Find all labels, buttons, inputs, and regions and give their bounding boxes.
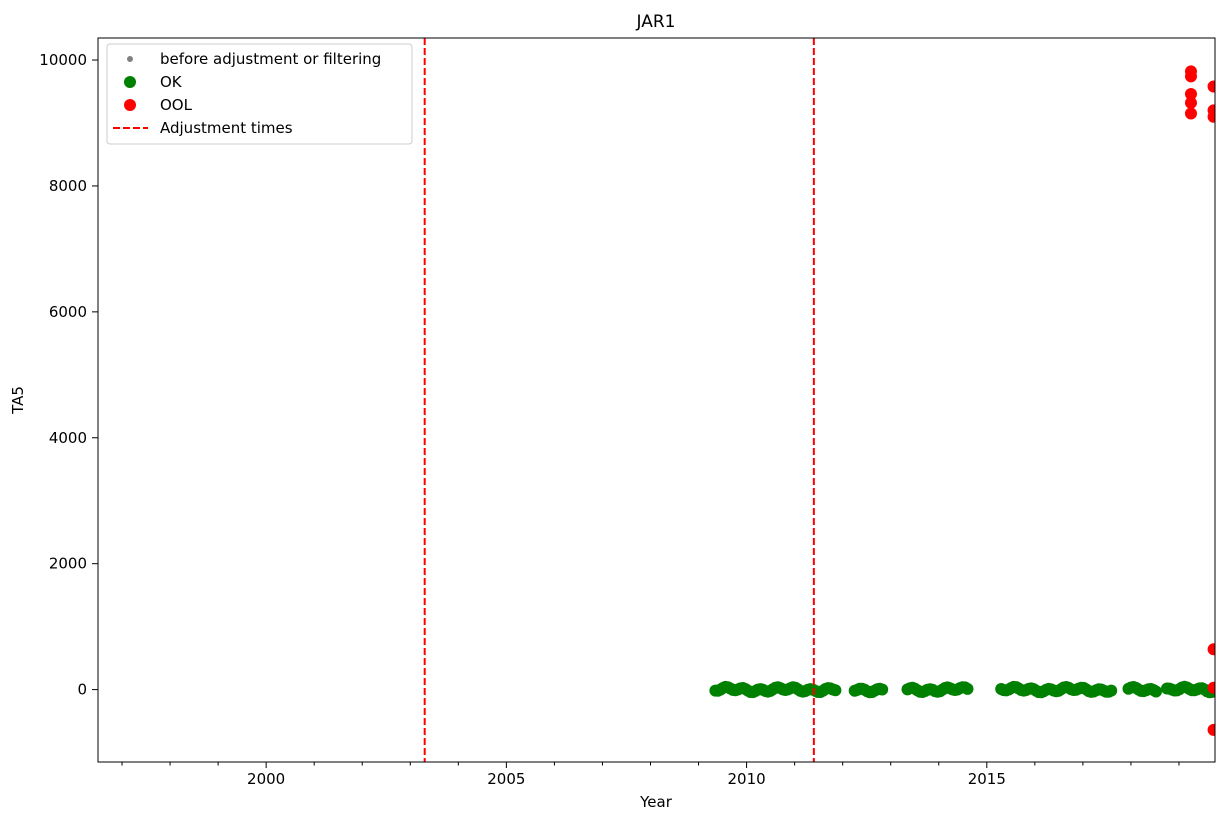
ool-point [1184, 70, 1197, 83]
y-tick-label: 4000 [49, 429, 87, 447]
legend-label: Adjustment times [160, 119, 293, 137]
legend-marker-before [127, 56, 133, 62]
axes: 2000 2005 2010 2015 0 2000 4000 6000 8000 10000 [39, 37, 1216, 788]
ok-point [1150, 685, 1162, 698]
ok-point [1105, 684, 1118, 697]
y-axis-label: TA5 [9, 386, 27, 415]
ool-point [1207, 723, 1215, 736]
plot-area [423, 38, 1215, 762]
legend-marker-ool [124, 99, 136, 111]
y-tick-label: 6000 [49, 303, 87, 321]
y-tick-label: 10000 [39, 51, 87, 69]
legend-box [106, 43, 413, 145]
x-tick-label: 2010 [727, 770, 765, 788]
x-axis-label: Year [639, 793, 673, 811]
plot-frame [97, 37, 1216, 763]
x-tick-label: 2000 [247, 770, 285, 788]
legend: before adjustment or filtering OK OOL Adjus… [106, 43, 413, 145]
ool-point [1184, 107, 1197, 120]
legend-label: OK [160, 73, 183, 91]
ool-point [1207, 80, 1215, 93]
ok-point [876, 683, 889, 696]
x-tick-label: 2005 [487, 770, 525, 788]
chart-title: JAR1 [636, 12, 676, 32]
ool-point [1207, 643, 1215, 656]
legend-marker-ok [124, 76, 136, 88]
ok-point [961, 682, 974, 695]
ool-point [1184, 96, 1197, 109]
ool-point [1184, 88, 1197, 101]
x-tick-label: 2015 [968, 770, 1006, 788]
y-tick-label: 2000 [49, 555, 87, 573]
ool-point [1207, 681, 1215, 694]
y-tick-label: 0 [77, 681, 87, 699]
y-tick-label: 8000 [49, 177, 87, 195]
ok-point [829, 684, 842, 697]
ool-point [1207, 110, 1215, 123]
legend-label: OOL [160, 96, 193, 114]
legend-label: before adjustment or filtering [160, 50, 381, 68]
